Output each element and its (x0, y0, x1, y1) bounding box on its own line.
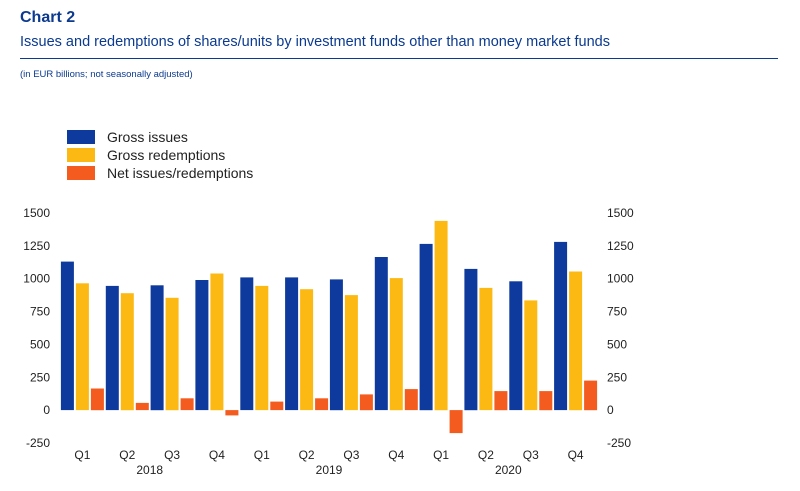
year-label: 2020 (495, 463, 522, 477)
bar (240, 277, 254, 411)
bar (419, 243, 433, 411)
y-tick-label-left: 250 (30, 370, 50, 384)
y-tick-label-right: 1250 (607, 239, 634, 253)
bar (270, 401, 284, 411)
x-tick-label: Q2 (478, 448, 494, 462)
bar (584, 380, 598, 411)
bar (315, 398, 329, 411)
y-tick-label-right: 250 (607, 370, 627, 384)
bar (150, 285, 164, 411)
x-tick-label: Q1 (433, 448, 449, 462)
x-tick-label: Q2 (119, 448, 135, 462)
bar (75, 283, 89, 411)
y-tick-label-right: 1500 (607, 206, 634, 220)
y-tick-label-right: 1000 (607, 272, 634, 286)
x-tick-label: Q1 (254, 448, 270, 462)
bar (165, 297, 179, 411)
bar (554, 241, 568, 411)
y-tick-label-left: 0 (43, 403, 50, 417)
x-tick-label: Q3 (523, 448, 539, 462)
y-tick-label-left: 1000 (23, 272, 50, 286)
bar (359, 394, 373, 411)
year-label: 2018 (136, 463, 163, 477)
x-tick-label: Q3 (164, 448, 180, 462)
bar (464, 268, 478, 411)
bar (374, 257, 388, 411)
y-tick-label-right: 0 (607, 403, 614, 417)
legend-label: Net issues/redemptions (107, 165, 253, 181)
bar (180, 398, 194, 411)
axes: -250 -250 0 0 250 250 500 500 750 750 1000 1000 1250… (23, 206, 634, 477)
legend-swatch (67, 166, 95, 180)
bar (135, 402, 149, 411)
y-tick-label-left: 1500 (23, 206, 50, 220)
year-label: 2019 (316, 463, 343, 477)
chart-number: Chart 2 (20, 9, 76, 26)
x-tick-label: Q2 (299, 448, 315, 462)
legend: Gross issues Gross redemptions Net issues/… (67, 129, 253, 181)
x-tick-label: Q4 (388, 448, 404, 462)
bar (329, 279, 343, 411)
x-tick-label: Q4 (568, 448, 584, 462)
y-tick-label-right: 500 (607, 337, 627, 351)
legend-label: Gross redemptions (107, 147, 225, 163)
bar (494, 391, 508, 411)
bar (449, 410, 463, 434)
bar (285, 277, 299, 411)
x-tick-label: Q3 (343, 448, 359, 462)
y-tick-label-right: 750 (607, 305, 627, 319)
bar (509, 281, 523, 411)
bar (195, 280, 209, 411)
chart-title: Issues and redemptions of shares/units b… (20, 34, 610, 50)
x-tick-label: Q1 (74, 448, 90, 462)
x-tick-label: Q4 (209, 448, 225, 462)
bar (569, 271, 583, 411)
bar (300, 289, 314, 411)
unit-note: (in EUR billions; not seasonally adjuste… (20, 69, 193, 80)
bar (60, 261, 74, 411)
legend-swatch (67, 148, 95, 162)
y-tick-label-left: -250 (26, 436, 50, 450)
bar (90, 388, 104, 411)
bar (434, 220, 448, 411)
bar (120, 293, 134, 411)
y-tick-label-left: 750 (30, 305, 50, 319)
y-tick-label-right: -250 (607, 436, 631, 450)
legend-label: Gross issues (107, 129, 188, 145)
bar (105, 285, 119, 411)
header-rule (20, 58, 778, 59)
bar (225, 410, 239, 416)
bar (539, 391, 553, 411)
bars (60, 220, 598, 434)
bar (404, 389, 418, 411)
y-tick-label-left: 1250 (23, 239, 50, 253)
bar (344, 295, 358, 411)
bar (210, 273, 224, 411)
bar (389, 278, 403, 411)
legend-swatch (67, 130, 95, 144)
bar (524, 300, 538, 411)
y-tick-label-left: 500 (30, 337, 50, 351)
bar (479, 287, 493, 411)
bar (255, 285, 269, 411)
